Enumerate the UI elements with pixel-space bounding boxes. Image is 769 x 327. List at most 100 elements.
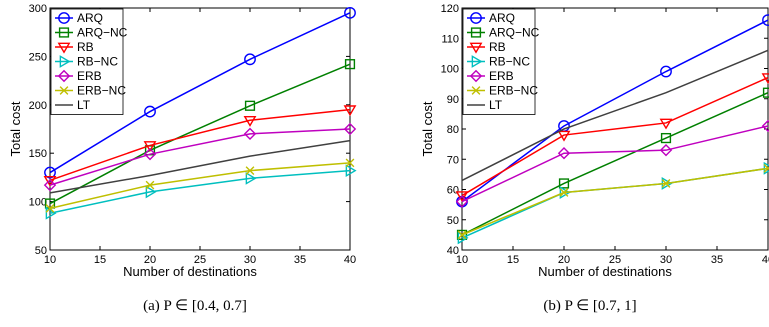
legend-label: LT bbox=[77, 98, 91, 112]
x-tick-label: 40 bbox=[762, 254, 769, 266]
series-erb bbox=[455, 119, 769, 208]
legend-entry: ARQ bbox=[467, 11, 515, 25]
y-tick-label: 250 bbox=[29, 51, 47, 63]
legend-entry: ARQ−NC bbox=[55, 26, 128, 40]
x-tick-label: 25 bbox=[194, 254, 206, 266]
y-tick-label: 300 bbox=[29, 3, 47, 15]
data-point bbox=[144, 105, 156, 118]
legend-entry: LT bbox=[467, 98, 503, 112]
y-tick-label: 40 bbox=[447, 245, 459, 257]
series-erb-nc bbox=[45, 158, 355, 213]
y-tick-label: 110 bbox=[441, 33, 459, 45]
x-tick-label: 20 bbox=[558, 254, 570, 266]
x-tick-label: 30 bbox=[660, 254, 672, 266]
y-axis-label: Total cost bbox=[8, 101, 23, 156]
x-axis-label: Number of destinations bbox=[538, 264, 672, 279]
x-tick-label: 40 bbox=[344, 254, 356, 266]
legend-label: ARQ−NC bbox=[489, 26, 540, 40]
x-tick-label: 35 bbox=[294, 254, 306, 266]
series-arq-nc bbox=[44, 59, 356, 209]
legend-entry: RB bbox=[55, 40, 94, 54]
y-tick-label: 200 bbox=[29, 100, 47, 112]
y-tick-label: 50 bbox=[35, 245, 47, 257]
legend-label: ARQ−NC bbox=[77, 26, 128, 40]
legend-label: ARQ bbox=[77, 11, 103, 25]
data-point bbox=[44, 166, 56, 179]
data-point bbox=[145, 185, 157, 199]
y-tick-label: 100 bbox=[29, 197, 47, 209]
data-point bbox=[43, 175, 57, 187]
chart-panel-b: 10 15 20 25 30 35 40 40 50 60 70 80 90 100 110 120 Numbe… bbox=[420, 3, 769, 279]
data-point bbox=[143, 147, 157, 161]
data-point bbox=[244, 100, 256, 111]
series-line bbox=[461, 76, 769, 197]
legend-label: ARQ bbox=[489, 11, 515, 25]
series-line bbox=[49, 169, 351, 214]
data-point bbox=[559, 188, 569, 197]
data-point bbox=[455, 191, 469, 203]
chart-panel-a: 10 15 20 25 30 35 40 50 100 150 200 250 300 Number of… bbox=[8, 3, 357, 279]
legend-entry: ERB−NC bbox=[467, 84, 538, 98]
series-arq-nc bbox=[456, 87, 769, 240]
legend-entry: ARQ bbox=[55, 11, 103, 25]
data-point bbox=[557, 147, 571, 160]
x-tick-label: 10 bbox=[456, 254, 468, 266]
series-line bbox=[461, 167, 769, 239]
data-point bbox=[344, 6, 356, 19]
x-tick-label: 15 bbox=[507, 254, 519, 266]
x-tick-label: 20 bbox=[144, 254, 156, 266]
data-point bbox=[761, 73, 769, 85]
data-point bbox=[763, 163, 769, 173]
data-point bbox=[343, 105, 357, 117]
data-point bbox=[470, 27, 482, 38]
series-line bbox=[49, 12, 351, 174]
series-line bbox=[461, 92, 769, 236]
legend-label: ERB−NC bbox=[489, 84, 538, 98]
data-point bbox=[559, 186, 571, 199]
series-lt bbox=[49, 139, 351, 194]
legend-entry: RB−NC bbox=[467, 55, 530, 69]
data-point bbox=[761, 119, 769, 133]
data-point bbox=[558, 178, 570, 189]
data-point bbox=[45, 206, 57, 220]
y-tick-label: 150 bbox=[29, 148, 47, 160]
series-rb bbox=[455, 73, 769, 203]
x-tick-label: 15 bbox=[94, 254, 106, 266]
data-point bbox=[762, 14, 769, 26]
data-point bbox=[660, 65, 672, 78]
legend-label: RB−NC bbox=[77, 55, 118, 69]
legend-entry: ERB−NC bbox=[55, 84, 126, 98]
data-point bbox=[471, 86, 481, 95]
data-point bbox=[57, 42, 71, 54]
series-lt bbox=[461, 49, 769, 182]
series-erb bbox=[43, 122, 357, 192]
data-point bbox=[557, 130, 571, 142]
series-line bbox=[49, 162, 351, 210]
legend-entry: RB bbox=[467, 40, 506, 54]
figure-caption: (b) P ∈ [0.7, 1] bbox=[543, 298, 636, 314]
data-point bbox=[345, 158, 355, 168]
data-point bbox=[245, 171, 257, 185]
legend-label: ERB bbox=[489, 69, 514, 83]
data-point bbox=[469, 69, 483, 83]
series-line bbox=[49, 128, 351, 186]
x-tick-label: 30 bbox=[244, 254, 256, 266]
legend-entry: LT bbox=[55, 98, 91, 112]
figure-caption: (a) P ∈ [0.4, 0.7] bbox=[143, 298, 247, 314]
data-point bbox=[59, 55, 71, 68]
x-tick-label: 10 bbox=[44, 254, 56, 266]
data-point bbox=[470, 12, 482, 24]
y-tick-label: 70 bbox=[447, 154, 459, 166]
series-line bbox=[49, 108, 351, 182]
series-rb bbox=[43, 105, 357, 187]
data-point bbox=[243, 127, 257, 141]
data-point bbox=[57, 69, 71, 83]
data-point bbox=[145, 180, 155, 190]
data-point bbox=[661, 179, 671, 188]
y-tick-label: 90 bbox=[447, 94, 459, 106]
data-point bbox=[762, 87, 769, 98]
legend-label: RB bbox=[77, 40, 94, 54]
